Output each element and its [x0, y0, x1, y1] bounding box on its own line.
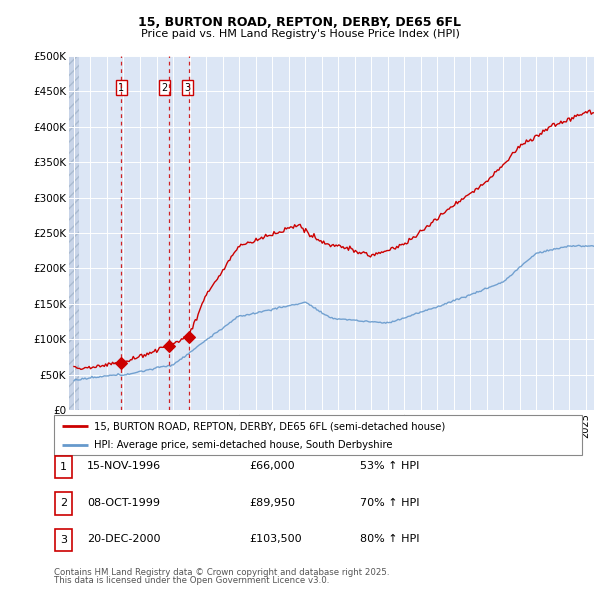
Text: This data is licensed under the Open Government Licence v3.0.: This data is licensed under the Open Gov…: [54, 576, 329, 585]
Text: 20-DEC-2000: 20-DEC-2000: [87, 535, 161, 544]
Text: 53% ↑ HPI: 53% ↑ HPI: [360, 461, 419, 471]
Point: [164, 342, 174, 351]
Text: 15-NOV-1996: 15-NOV-1996: [87, 461, 161, 471]
FancyBboxPatch shape: [55, 492, 72, 514]
Text: 15, BURTON ROAD, REPTON, DERBY, DE65 6FL (semi-detached house): 15, BURTON ROAD, REPTON, DERBY, DE65 6FL…: [94, 421, 445, 431]
Text: 3: 3: [60, 535, 67, 545]
Text: 1: 1: [60, 462, 67, 472]
Text: £89,950: £89,950: [249, 498, 295, 507]
Text: HPI: Average price, semi-detached house, South Derbyshire: HPI: Average price, semi-detached house,…: [94, 440, 392, 450]
Text: £66,000: £66,000: [249, 461, 295, 471]
Text: 15, BURTON ROAD, REPTON, DERBY, DE65 6FL: 15, BURTON ROAD, REPTON, DERBY, DE65 6FL: [139, 16, 461, 29]
Text: 08-OCT-1999: 08-OCT-1999: [87, 498, 160, 507]
FancyBboxPatch shape: [55, 455, 72, 478]
Text: 3: 3: [184, 83, 190, 93]
Bar: [69, 56, 79, 410]
Text: 1: 1: [118, 83, 124, 93]
Text: 70% ↑ HPI: 70% ↑ HPI: [360, 498, 419, 507]
Point: [116, 359, 126, 368]
Text: 2: 2: [161, 83, 168, 93]
Text: 2: 2: [60, 499, 67, 509]
Text: Price paid vs. HM Land Registry's House Price Index (HPI): Price paid vs. HM Land Registry's House …: [140, 30, 460, 39]
Text: Contains HM Land Registry data © Crown copyright and database right 2025.: Contains HM Land Registry data © Crown c…: [54, 568, 389, 577]
Text: 80% ↑ HPI: 80% ↑ HPI: [360, 535, 419, 544]
FancyBboxPatch shape: [54, 415, 582, 455]
Point: [184, 332, 194, 342]
FancyBboxPatch shape: [55, 529, 72, 551]
Text: £103,500: £103,500: [249, 535, 302, 544]
